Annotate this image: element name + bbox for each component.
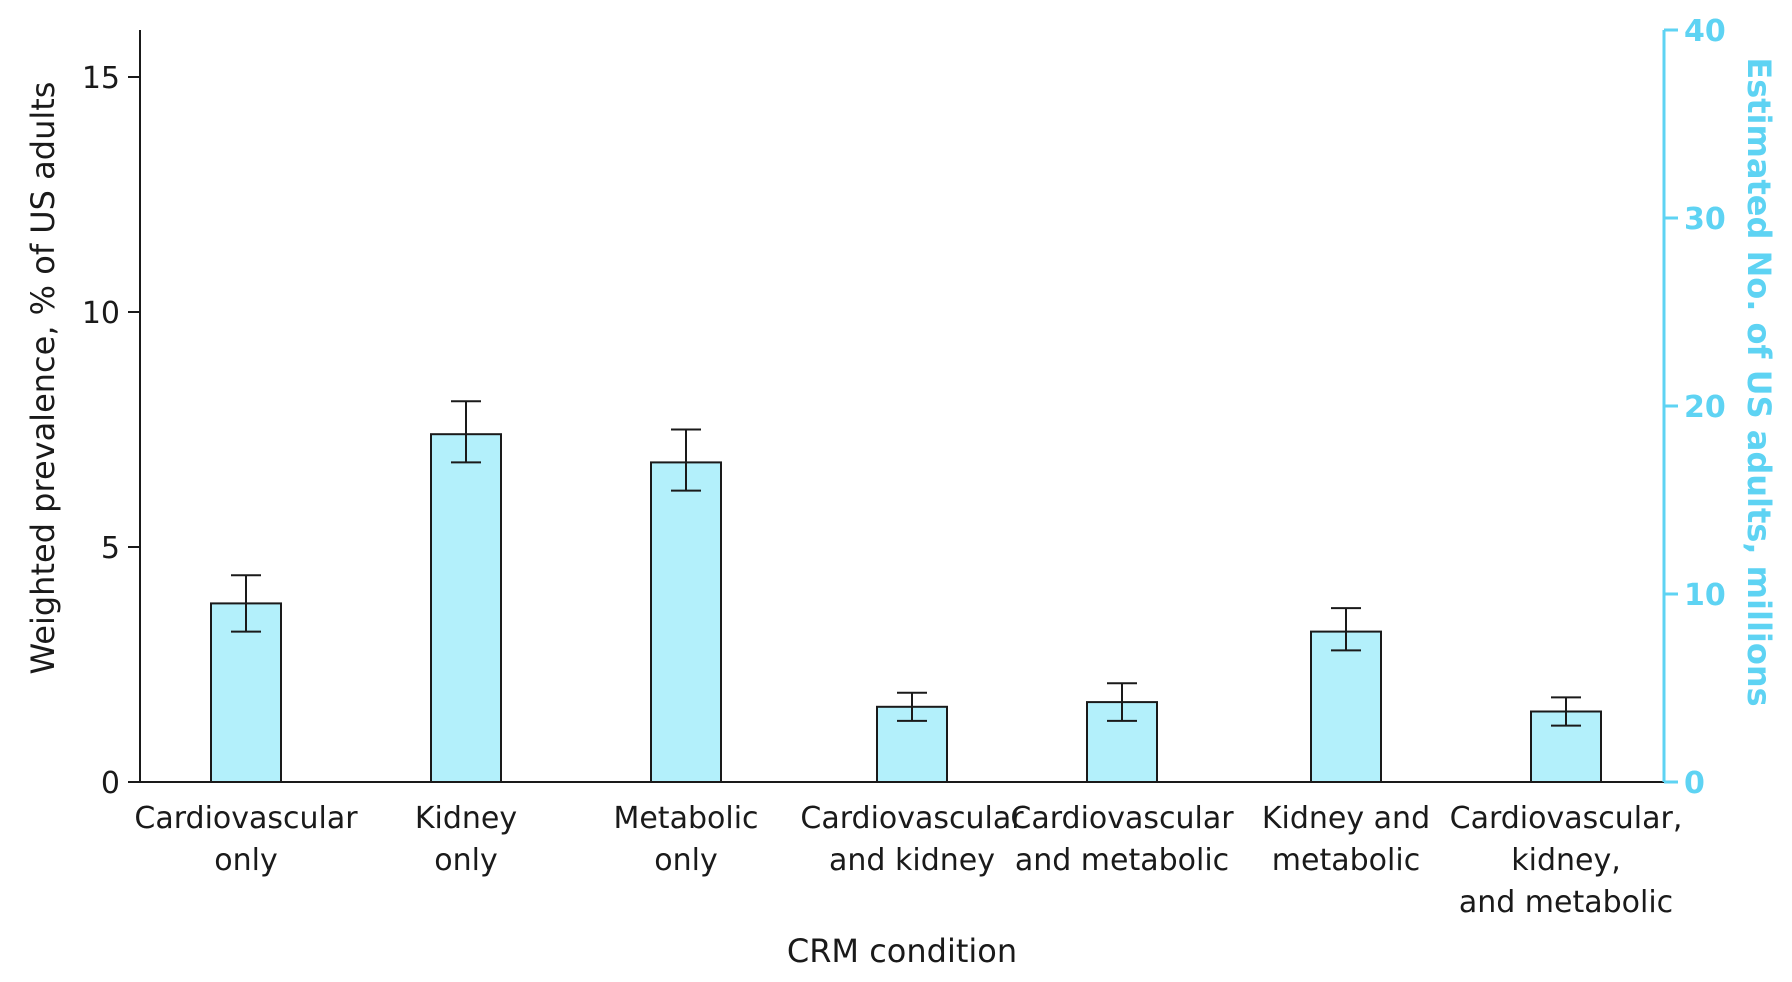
bar (650, 461, 722, 783)
bar (210, 602, 282, 784)
bars (210, 433, 1602, 784)
x-tick-label: Cardiovascular, kidney, and metabolic (1450, 801, 1683, 920)
x-tick-label: Cardiovascular and kidney (800, 801, 1024, 878)
y2-axis-title: Estimated No. of US adults, millions (1740, 57, 1778, 706)
y-tick-label: 10 (82, 296, 120, 331)
y-axis-title: Weighted prevalence, % of US adults (24, 82, 62, 675)
x-tick-label: Metabolic only (613, 801, 758, 878)
y2-tick-label: 0 (1684, 766, 1705, 801)
x-tick-label: Cardiovascular and metabolic (1010, 801, 1234, 878)
x-axis-title: CRM condition (787, 932, 1017, 970)
x-tick-label: Kidney only (415, 801, 517, 878)
y-tick-label: 0 (101, 766, 120, 801)
y-tick-label: 15 (82, 61, 120, 96)
bar (430, 433, 502, 783)
y2-tick-label: 40 (1684, 14, 1726, 49)
y2-tick-label: 30 (1684, 202, 1726, 237)
y2-tick-label: 20 (1684, 390, 1726, 425)
x-tick-label: Kidney and metabolic (1262, 801, 1430, 878)
y2-tick-label: 10 (1684, 578, 1726, 613)
labels: 0 5 10 15 0 10 20 30 40 Cardiovascular only Kidney o… (82, 14, 1726, 920)
bar (1310, 630, 1382, 783)
error-bars (231, 400, 1581, 727)
axes (128, 28, 1678, 784)
y-tick-label: 5 (101, 531, 120, 566)
x-tick-label: Cardiovascular only (134, 801, 358, 878)
